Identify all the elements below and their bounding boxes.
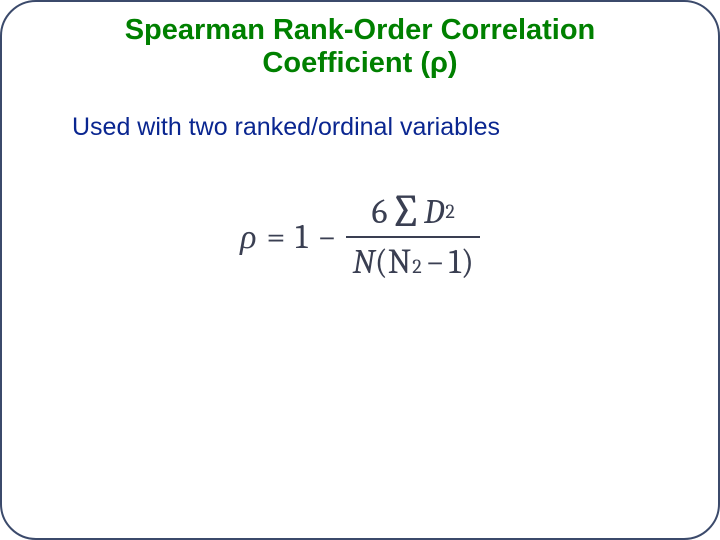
title-line-2: Coefficient (ρ) [262,47,457,79]
den-n2: N [388,242,412,282]
den-n-exp: 2 [412,255,421,278]
slide-frame: Spearman Rank-Order Correlation Coeffici… [0,0,720,540]
num-d: D [424,192,444,232]
sigma-icon: ∑ [390,199,423,227]
denominator: N ( N 2 − 1 ) [346,242,479,282]
den-open-paren: ( [375,242,388,282]
slide-subtitle: Used with two ranked/ordinal variables [72,113,688,142]
symbol-minus: − [318,217,337,257]
fraction: 6 ∑ D 2 N ( N 2 − 1 ) [346,192,479,282]
den-close-paren: ) [461,242,474,282]
slide-title: Spearman Rank-Order Correlation Coeffici… [32,14,688,81]
num-6: 6 [372,192,388,232]
symbol-rho: ρ [240,217,256,257]
num-d-exp: 2 [445,200,454,223]
den-minus: − [426,242,445,282]
den-one: 1 [449,242,461,282]
numerator: 6 ∑ D 2 [366,192,461,232]
spearman-formula: ρ = 1 − 6 ∑ D 2 N ( N 2 − 1 ) [240,192,480,282]
symbol-equals: = [266,217,285,257]
formula-container: ρ = 1 − 6 ∑ D 2 N ( N 2 − 1 ) [32,192,688,282]
den-n1: N [352,242,374,282]
title-line-1: Spearman Rank-Order Correlation [125,14,596,46]
literal-one: 1 [295,217,307,257]
